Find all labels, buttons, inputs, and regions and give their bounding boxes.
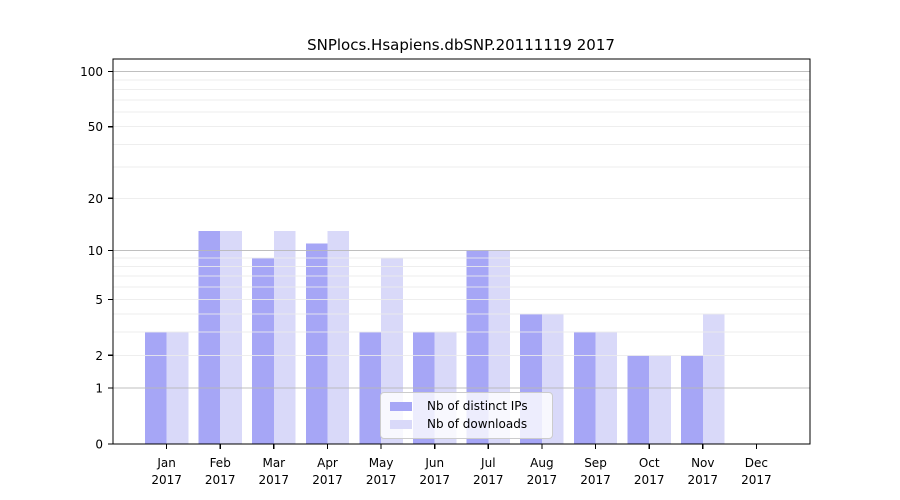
chart-title: SNPlocs.Hsapiens.dbSNP.20111119 2017 [307,36,615,54]
x-tick-label-month: Oct [639,456,660,470]
y-tick-label: 100 [80,65,103,79]
x-tick-label-year: 2017 [151,473,182,487]
bar-downloads-feb [220,231,242,444]
x-tick-label-year: 2017 [473,473,504,487]
x-tick-label-month: Aug [530,456,553,470]
gridlines-layer [113,71,810,389]
x-tick-label-month: Sep [584,456,607,470]
legend-swatch-distinct-ips-icon [390,402,412,411]
x-tick-label-year: 2017 [366,473,397,487]
y-tick-label: 1 [95,382,103,396]
plot-border [112,58,811,445]
x-tick-label-month: Jul [480,456,495,470]
chart-legend: Nb of distinct IPs Nb of downloads [380,392,553,439]
x-tick-label-month: Jan [156,456,176,470]
x-tick-label-year: 2017 [580,473,611,487]
x-tick-label-year: 2017 [688,473,719,487]
x-tick-label-month: Apr [317,456,338,470]
bar-distinct-ips-feb [198,231,221,444]
bar-downloads-nov [702,314,725,444]
legend-swatch-downloads-icon [390,420,412,429]
x-tick-label-year: 2017 [527,473,558,487]
legend-item-downloads: Nb of downloads [390,418,542,431]
y-tick-label: 20 [88,192,103,206]
x-tick-label-month: Dec [745,456,768,470]
x-tick-label-month: Jun [424,456,444,470]
x-tick-label-year: 2017 [419,473,450,487]
legend-label-downloads: Nb of downloads [427,417,528,431]
legend-label-distinct-ips: Nb of distinct IPs [427,399,528,413]
bar-distinct-ips-apr [305,243,328,444]
y-tick-label: 50 [88,120,103,134]
bar-distinct-ips-mar [252,258,274,444]
bar-distinct-ips-oct [627,355,650,444]
axes-layer: 0 1 2 5 10 20 50 100 Jan 2017 Feb 2017 Mar 2017 Apr 201… [80,58,811,487]
y-tick-label: 0 [95,438,103,452]
x-tick-label-month: Nov [691,456,714,470]
x-tick-label-year: 2017 [205,473,236,487]
x-tick-label-year: 2017 [312,473,343,487]
legend-item-distinct-ips: Nb of distinct IPs [390,400,542,413]
bar-downloads-mar [273,231,296,444]
x-tick-label-month: Mar [262,456,285,470]
bar-downloads-apr [327,231,350,444]
bar-distinct-ips-nov [681,355,703,444]
bar-downloads-oct [649,355,671,444]
x-tick-label-year: 2017 [259,473,290,487]
x-tick-label-month: Feb [210,456,231,470]
x-tick-label-year: 2017 [741,473,772,487]
y-tick-label: 10 [88,244,103,258]
x-tick-label-month: May [369,456,394,470]
y-tick-label: 5 [95,293,103,307]
y-tick-label: 2 [95,349,103,363]
x-tick-label-year: 2017 [634,473,665,487]
